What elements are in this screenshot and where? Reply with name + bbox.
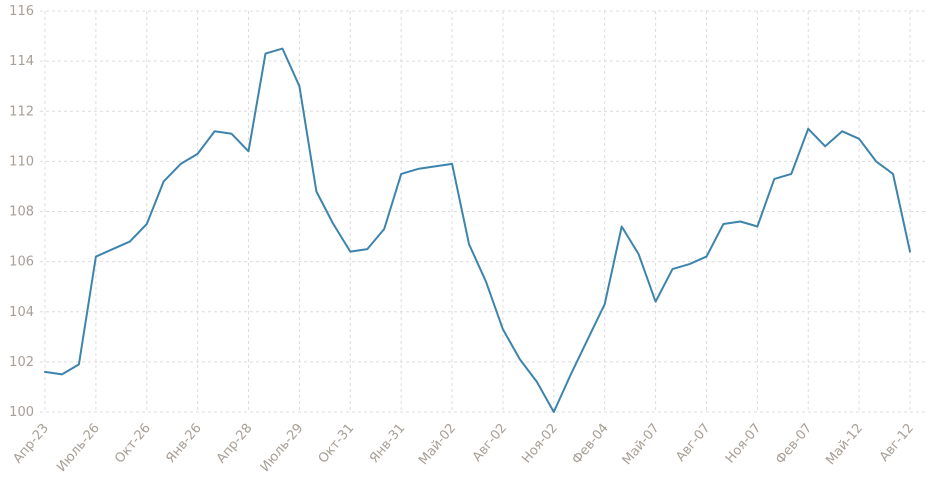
y-tick-label: 114 xyxy=(9,54,34,69)
y-tick-label: 100 xyxy=(9,405,34,420)
x-tick-label: Апр-28 xyxy=(214,421,256,467)
x-tick-label: Июль-29 xyxy=(258,421,307,475)
series-polyline xyxy=(44,47,911,413)
x-tick-label: Июль-26 xyxy=(54,421,103,475)
data-series xyxy=(44,47,911,413)
y-tick-label: 104 xyxy=(9,305,34,320)
x-tick-label: Фев-04 xyxy=(569,421,611,467)
x-tick-label: Авг-02 xyxy=(470,421,510,465)
y-tick-label: 112 xyxy=(9,104,34,119)
x-tick-label: Май-02 xyxy=(416,421,459,468)
horizontal-gridlines xyxy=(40,10,928,413)
x-tick-label: Окт-31 xyxy=(316,421,358,467)
x-tick-label: Янв-26 xyxy=(163,421,204,466)
y-axis-labels: 100 102 104 106 108 110 112 114 116 xyxy=(9,4,34,420)
y-tick-label: 116 xyxy=(9,4,34,19)
y-tick-label: 110 xyxy=(9,154,34,169)
y-tick-label: 102 xyxy=(9,355,34,370)
x-tick-label: Апр-23 xyxy=(10,421,52,467)
x-tick-label: Окт-26 xyxy=(112,421,154,467)
x-tick-label: Авг-07 xyxy=(673,421,713,465)
x-tick-label: Ноя-02 xyxy=(519,421,561,466)
y-tick-label: 106 xyxy=(9,255,34,270)
x-tick-label: Авг-12 xyxy=(877,421,917,465)
vertical-gridlines xyxy=(44,11,911,412)
x-axis-labels: Апр-23 Июль-26 Окт-26 Янв-26 Апр-28 Июль-29 Ок… xyxy=(10,421,917,475)
x-tick-label: Фев-07 xyxy=(773,421,815,467)
x-tick-label: Янв-31 xyxy=(367,421,408,466)
x-tick-label: Ноя-07 xyxy=(723,421,765,466)
x-tick-label: Май-07 xyxy=(620,421,663,468)
x-tick-label: Май-12 xyxy=(823,421,866,468)
y-tick-label: 108 xyxy=(9,205,34,220)
